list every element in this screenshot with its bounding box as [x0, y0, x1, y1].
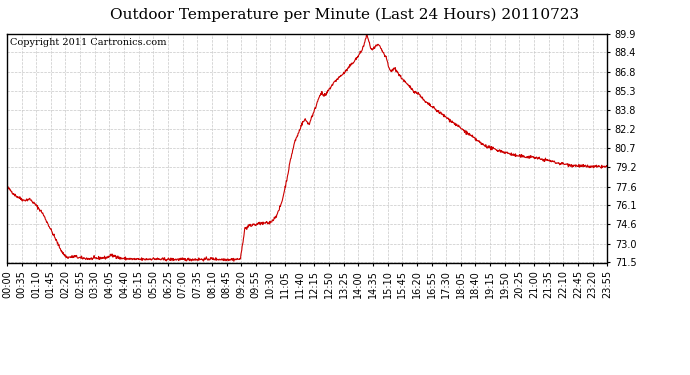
Text: Copyright 2011 Cartronics.com: Copyright 2011 Cartronics.com [10, 38, 166, 47]
Text: Outdoor Temperature per Minute (Last 24 Hours) 20110723: Outdoor Temperature per Minute (Last 24 … [110, 8, 580, 22]
